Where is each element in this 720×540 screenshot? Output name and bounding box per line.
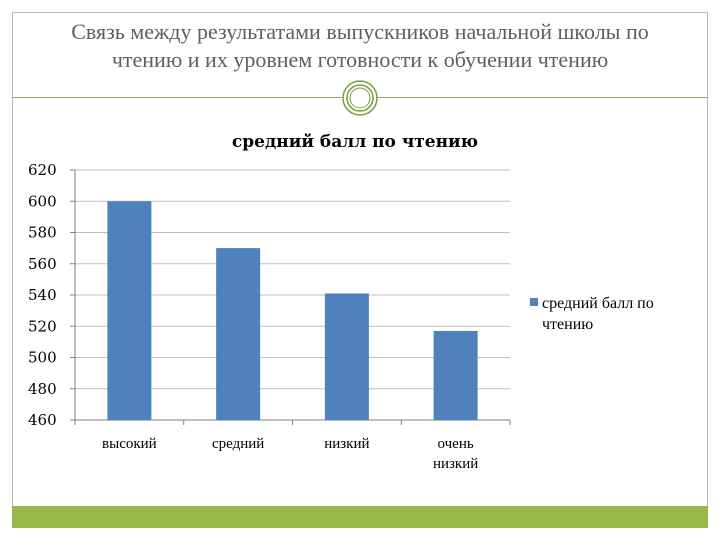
y-tick-label: 460 bbox=[28, 411, 57, 429]
bottom-accent-band bbox=[12, 506, 708, 528]
y-tick-label: 480 bbox=[28, 380, 57, 398]
slide-title-line-1: Связь между результатами выпускников нач… bbox=[71, 19, 649, 44]
category-label: высокий bbox=[102, 436, 157, 452]
y-tick-labels: 460 480 500 520 540 560 580 600 620 bbox=[28, 161, 57, 429]
bars bbox=[107, 201, 478, 420]
legend: средний балл по чтению bbox=[530, 295, 654, 333]
chart-title: средний балл по чтению bbox=[232, 132, 478, 152]
y-tick-label: 580 bbox=[28, 224, 57, 242]
bar bbox=[107, 201, 152, 420]
legend-swatch bbox=[530, 298, 538, 306]
category-label: низкий bbox=[324, 436, 369, 452]
legend-label: средний балл по чтению bbox=[542, 295, 654, 333]
circle-ornament-icon bbox=[342, 80, 378, 116]
slide-title: Связь между результатами выпускников нач… bbox=[12, 18, 708, 74]
bar bbox=[216, 248, 261, 420]
bar bbox=[324, 293, 369, 420]
slide-title-line-2: чтению и их уровнем готовности к обучени… bbox=[111, 47, 609, 72]
y-tick-label: 520 bbox=[28, 317, 57, 335]
y-tick-label: 600 bbox=[28, 192, 57, 210]
bar bbox=[433, 330, 478, 420]
category-label: средний bbox=[212, 436, 264, 452]
y-tick-label: 540 bbox=[28, 286, 57, 304]
y-tick-label: 560 bbox=[28, 255, 57, 273]
y-tick-label: 620 bbox=[28, 161, 57, 179]
y-tick-label: 500 bbox=[28, 349, 57, 367]
category-label: очень низкий bbox=[433, 436, 478, 472]
category-labels: высокий средний низкий очень низкий bbox=[102, 436, 478, 472]
